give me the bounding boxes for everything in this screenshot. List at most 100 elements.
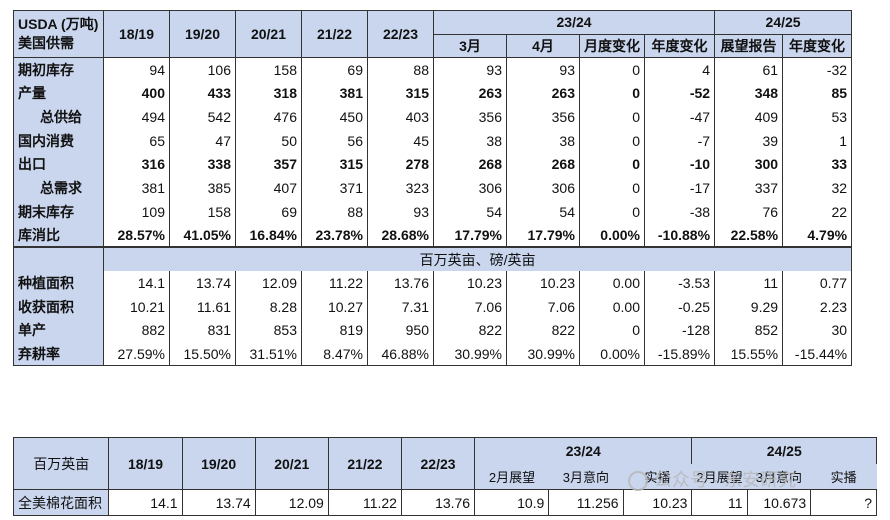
value-cell: 300 — [714, 152, 784, 177]
value-cell: 2.23 — [782, 294, 853, 319]
group-header-2425: 24/25 — [691, 437, 877, 464]
unit-row-label — [13, 247, 104, 272]
value-cell: 93 — [433, 57, 507, 82]
row-label: 期初库存 — [13, 57, 104, 82]
subheader-cell: 实播 — [810, 463, 877, 490]
value-cell: 263 — [506, 81, 580, 106]
value-cell: 53 — [782, 105, 853, 129]
value-cell: 8.28 — [235, 294, 302, 319]
value-cell: 385 — [169, 176, 236, 200]
value-cell: 47 — [169, 128, 236, 153]
value-cell: 11 — [691, 489, 748, 516]
value-cell: 542 — [169, 105, 236, 129]
value-cell: -10.88% — [643, 223, 716, 249]
value-cell: 10.21 — [103, 294, 170, 319]
value-cell: 323 — [367, 176, 434, 200]
value-cell: 819 — [301, 318, 368, 343]
year-header: 18/19 — [108, 437, 183, 490]
value-cell: 306 — [433, 176, 507, 200]
year-header: 21/22 — [327, 437, 402, 490]
corner-cell: USDA (万吨) 美国供需 — [13, 9, 104, 59]
value-cell: 158 — [169, 200, 236, 224]
value-cell: 54 — [506, 200, 580, 224]
table-row: 总供给 494 542 476 450 403 356 356 0 -47 409 53 — [13, 105, 853, 129]
value-cell: 852 — [714, 318, 784, 343]
value-cell: 50 — [235, 128, 302, 153]
value-cell: -128 — [643, 318, 716, 343]
value-cell: 400 — [103, 81, 170, 106]
value-cell: -10 — [643, 152, 716, 177]
value-cell: 14.1 — [103, 271, 170, 295]
value-cell: 337 — [714, 176, 784, 200]
value-cell: 10.27 — [301, 294, 368, 319]
subheader-cell: 月度变化 — [579, 34, 645, 59]
area-header-row: 百万英亩 18/19 19/20 20/21 21/22 22/23 23/24 24/25 — [12, 437, 877, 490]
row-label: 产量 — [13, 81, 104, 106]
year-header: 20/21 — [235, 9, 302, 59]
value-cell: 17.79% — [433, 223, 507, 249]
value-cell: -7 — [643, 128, 716, 153]
value-cell: 315 — [301, 152, 368, 177]
value-cell: 268 — [506, 152, 580, 177]
value-cell: 76 — [714, 200, 784, 224]
value-cell: 381 — [103, 176, 170, 200]
value-cell: 27.59% — [103, 342, 170, 367]
table-row: 全美棉花面积 14.1 13.74 12.09 11.22 13.76 10.9 11.256… — [12, 489, 877, 516]
year-header: 19/20 — [169, 9, 236, 59]
value-cell: ? — [810, 489, 877, 516]
table-row: 单产 882 831 853 819 950 822 822 0 -128 852 30 — [13, 318, 853, 343]
value-cell: 0 — [579, 176, 645, 200]
value-cell: 46.88% — [367, 342, 434, 367]
value-cell: -17 — [643, 176, 716, 200]
value-cell: 88 — [301, 200, 368, 224]
table-row: 产量 400 433 318 381 315 263 263 0 -52 348 85 — [13, 81, 853, 106]
value-cell: 9.29 — [714, 294, 784, 319]
value-cell: 69 — [235, 200, 302, 224]
value-cell: 32 — [782, 176, 853, 200]
value-cell: 831 — [169, 318, 236, 343]
value-cell: 268 — [433, 152, 507, 177]
value-cell: 0.77 — [782, 271, 853, 295]
year-header: 18/19 — [103, 9, 170, 59]
value-cell: 30.99% — [506, 342, 580, 367]
value-cell: 93 — [367, 200, 434, 224]
value-cell: 158 — [235, 57, 302, 82]
value-cell: 11.22 — [327, 489, 402, 516]
value-cell: 338 — [169, 152, 236, 177]
header-row: USDA (万吨) 美国供需 18/19 19/20 20/21 21/22 22/23 23… — [13, 9, 853, 59]
value-cell: 15.55% — [714, 342, 784, 367]
table-row: 收获面积 10.21 11.61 8.28 10.27 7.31 7.06 7.06 0.00-… — [13, 294, 853, 319]
value-cell: 12.09 — [235, 271, 302, 295]
row-label: 期末库存 — [13, 200, 104, 224]
value-cell: 30.99% — [433, 342, 507, 367]
corner-subtitle: 美国供需 — [18, 35, 74, 52]
value-cell: 0 — [579, 81, 645, 106]
row-label: 总需求 — [13, 176, 104, 200]
value-cell: 348 — [714, 81, 784, 106]
value-cell: 69 — [301, 57, 368, 82]
row-label: 出口 — [13, 152, 104, 177]
table-row: 总需求 381 385 407 371 323 306 306 0 -17 337 32 — [13, 176, 853, 200]
value-cell: 54 — [433, 200, 507, 224]
row-label: 收获面积 — [13, 294, 104, 319]
value-cell: 0.00% — [579, 223, 645, 249]
value-cell: 10.23 — [506, 271, 580, 295]
year-header: 21/22 — [301, 9, 368, 59]
value-cell: 12.09 — [254, 489, 329, 516]
row-label: 种植面积 — [13, 271, 104, 295]
value-cell: 476 — [235, 105, 302, 129]
subheader-cell: 4月 — [506, 34, 580, 59]
value-cell: 494 — [103, 105, 170, 129]
subheader-cell: 年度变化 — [643, 34, 716, 59]
value-cell: 11 — [714, 271, 784, 295]
value-cell: 88 — [367, 57, 434, 82]
value-cell: 822 — [506, 318, 580, 343]
value-cell: -38 — [643, 200, 716, 224]
value-cell: 371 — [301, 176, 368, 200]
value-cell: 0 — [579, 152, 645, 177]
value-cell: 17.79% — [506, 223, 580, 249]
value-cell: 28.68% — [367, 223, 434, 249]
value-cell: 0 — [579, 200, 645, 224]
value-cell: 22 — [782, 200, 853, 224]
value-cell: 822 — [433, 318, 507, 343]
